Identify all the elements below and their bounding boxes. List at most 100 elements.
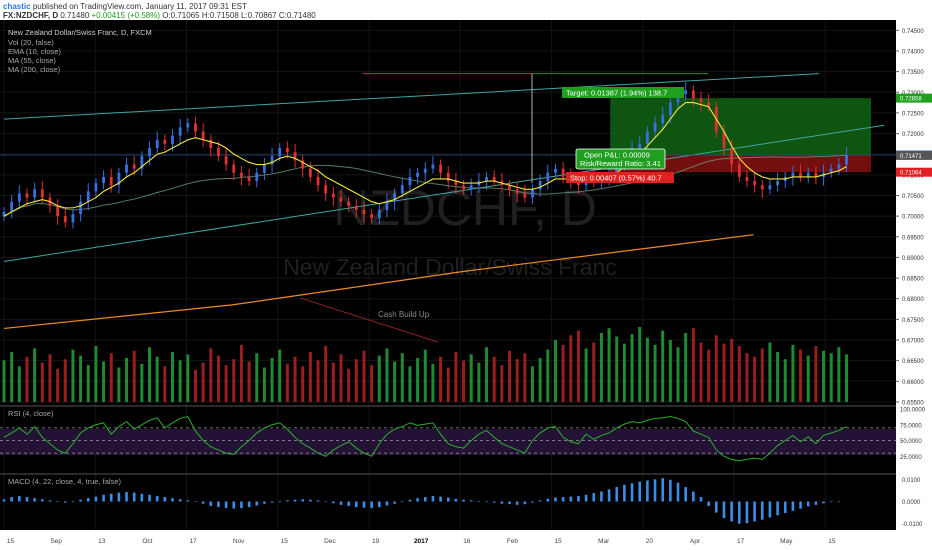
macd-bar — [469, 500, 473, 502]
candle-body — [423, 168, 427, 173]
macd-bar — [2, 499, 6, 502]
volume-bar — [416, 357, 420, 402]
macd-bar — [692, 491, 695, 502]
macd-bar — [791, 501, 795, 511]
macd-bar — [676, 482, 680, 502]
price-tick-label: 0.67500 — [902, 318, 924, 324]
time-tick-label: 15 — [7, 538, 15, 545]
volume-bar — [224, 365, 228, 402]
candle-body — [232, 164, 236, 173]
volume-bar — [530, 366, 534, 402]
candle-body — [768, 185, 772, 190]
volume-bar — [377, 355, 381, 402]
trading-chart[interactable]: NZDCHF, D New Zealand Dollar/Swiss Franc… — [0, 20, 932, 550]
candle-body — [439, 164, 442, 173]
volume-bar — [293, 356, 297, 402]
macd-bar — [347, 501, 350, 506]
candle-body — [316, 176, 320, 186]
price-badge-bg — [896, 93, 932, 103]
candle-body — [462, 185, 465, 190]
macd-tick-label: -0.0100 — [902, 522, 923, 528]
volume-bar — [63, 359, 67, 402]
volume-bar — [592, 342, 596, 402]
candle-body — [148, 148, 151, 157]
cash-build-up-annotation[interactable]: Cash Build Up — [299, 297, 439, 343]
candle-body — [217, 148, 220, 157]
volume-bar — [768, 342, 772, 402]
macd-bar — [760, 501, 764, 520]
volume-bar — [56, 368, 60, 402]
macd-bar — [186, 500, 190, 502]
candle-body — [293, 152, 297, 161]
macd-bar — [393, 501, 396, 504]
volume-bar — [262, 367, 266, 402]
volume-bar — [10, 352, 14, 402]
volume-bar — [546, 349, 550, 402]
macd-bar — [454, 498, 458, 502]
channel-upper-line — [3, 73, 819, 120]
candle-body — [531, 189, 534, 198]
time-tick-label: 19 — [372, 538, 380, 545]
candle-body — [331, 193, 335, 198]
macd-bar — [71, 501, 75, 503]
macd-bar — [270, 501, 274, 503]
time-axis[interactable]: 15 Sep 13 Oct 17 Nov 15 Dec 19 2017 16 Feb 15 Mar 20 Ap… — [7, 538, 836, 545]
candle-body — [255, 172, 259, 182]
volume-bar — [209, 348, 213, 402]
macd-bar — [699, 497, 703, 502]
candle-body — [508, 185, 511, 190]
rsi-axis[interactable]: 100.0000 75.0000 50.0000 25.0000 — [900, 408, 926, 461]
candle-body — [171, 135, 174, 144]
macd-bar — [753, 501, 756, 522]
volume-bar — [79, 355, 83, 402]
volume-bar — [232, 359, 236, 402]
candle-body — [492, 176, 496, 182]
macd-bar — [737, 501, 741, 524]
time-tick-label: 15 — [554, 538, 562, 545]
candle-body — [653, 123, 657, 132]
volume-bar — [699, 342, 703, 402]
time-axis-panel — [0, 530, 932, 550]
volume-bar — [737, 346, 741, 402]
candle-body — [339, 197, 343, 202]
volume-bar — [584, 348, 588, 402]
candle-body — [324, 185, 328, 194]
volume-bar — [538, 357, 542, 402]
macd-bar — [806, 501, 810, 507]
volume-bar — [400, 353, 404, 402]
macd-label: MACD (4, 22, close, 4, true, false) — [8, 477, 121, 486]
time-tick-label: Sep — [50, 538, 62, 545]
time-tick-label: 16 — [463, 538, 471, 545]
macd-bar — [768, 501, 772, 518]
volume-bar — [316, 360, 320, 402]
candle-body — [408, 176, 412, 186]
macd-bar — [171, 498, 174, 502]
volume-bar — [86, 365, 90, 402]
legend-indicator-ma55: MA (55, close) — [8, 56, 56, 65]
volume-bar — [17, 366, 21, 402]
target-zone[interactable] — [610, 98, 871, 156]
macd-bar — [263, 501, 266, 504]
macd-bar — [715, 501, 718, 513]
macd-axis[interactable]: 0.0100 0.0000 -0.0100 — [902, 478, 923, 528]
author-name[interactable]: chastic — [3, 2, 31, 11]
macd-bar — [783, 501, 787, 514]
open-pl-label: Open P&L: 0.00009 — [584, 151, 650, 160]
candle-body — [538, 181, 542, 190]
stop-zone[interactable] — [610, 155, 871, 173]
legend-indicator-ma200: MA (200, close) — [8, 65, 61, 74]
macd-bar — [592, 493, 596, 502]
candle-body — [117, 172, 121, 186]
candle-body — [377, 209, 381, 219]
candle-body — [561, 168, 565, 177]
price-tick-label: 0.69500 — [902, 235, 924, 241]
candle-body — [71, 214, 75, 223]
candle-body — [845, 155, 848, 165]
candle-body — [132, 164, 136, 169]
price-tick-label: 0.68000 — [902, 297, 924, 303]
candle-body — [699, 98, 703, 103]
rsi-line — [3, 415, 847, 462]
macd-bar — [508, 501, 511, 505]
candle-body — [446, 172, 450, 182]
candle-body — [753, 181, 757, 186]
